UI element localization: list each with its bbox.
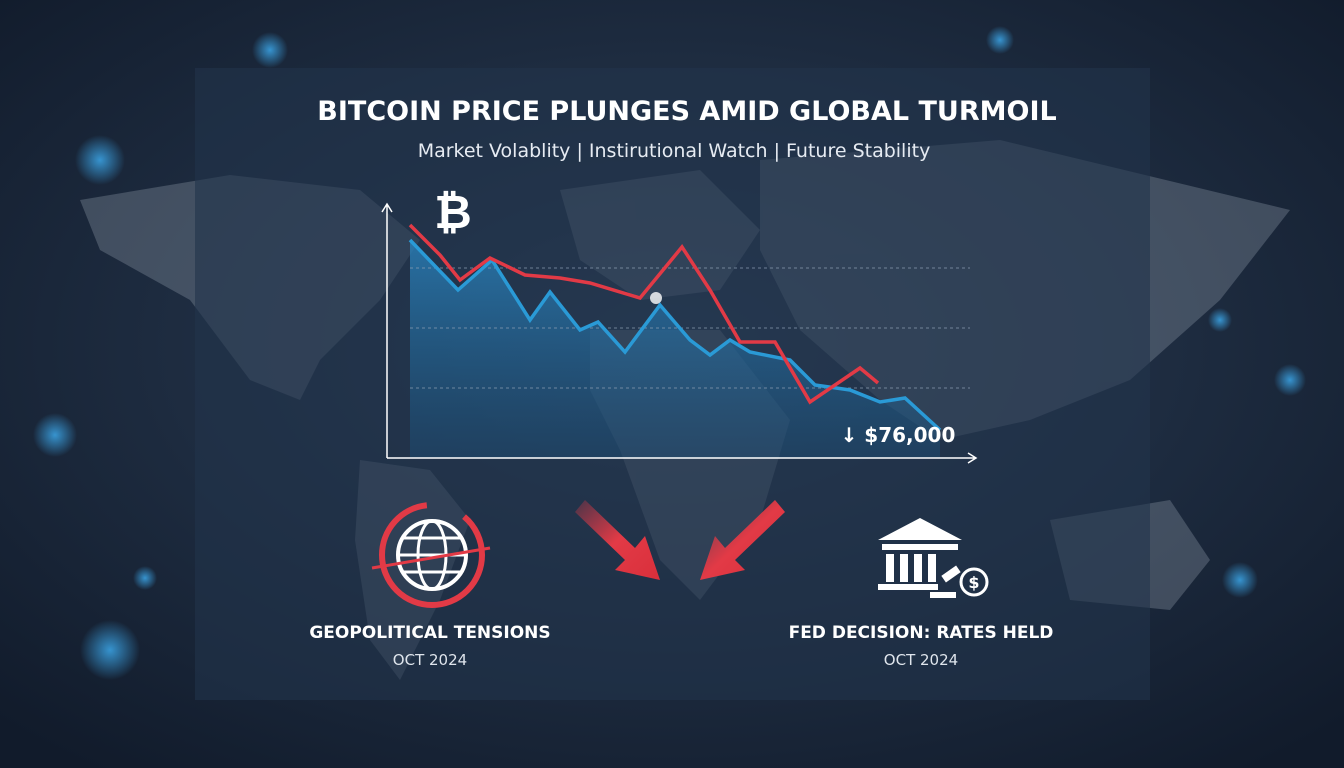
price-label: ↓ $76,000 <box>841 423 956 447</box>
highlight <box>650 292 662 304</box>
blue-line <box>408 238 942 432</box>
svg-text:$: $ <box>968 573 979 592</box>
bitcoin-symbol: ₿ <box>434 185 472 239</box>
chart-area <box>410 240 940 458</box>
red-line <box>408 223 880 405</box>
y-axis <box>381 202 393 458</box>
subtitle: Market Volablity | Instirutional Watch |… <box>418 140 931 162</box>
title: BITCOIN PRICE PLUNGES AMID GLOBAL TURMOI… <box>317 96 1056 127</box>
caption-date: OCT 2024 <box>884 651 958 669</box>
caption-title: FED DECISION: RATES HELD <box>789 623 1054 643</box>
bank-icon: $ <box>878 518 989 598</box>
network-dots <box>33 26 1306 680</box>
caption-date: OCT 2024 <box>393 651 467 669</box>
down-arrows <box>575 500 785 580</box>
chart: ₿ ↓ $76,000 <box>381 185 978 464</box>
globe-icon <box>371 502 491 608</box>
x-axis <box>387 452 978 464</box>
caption-title: GEOPOLITICAL TENSIONS <box>309 623 550 643</box>
